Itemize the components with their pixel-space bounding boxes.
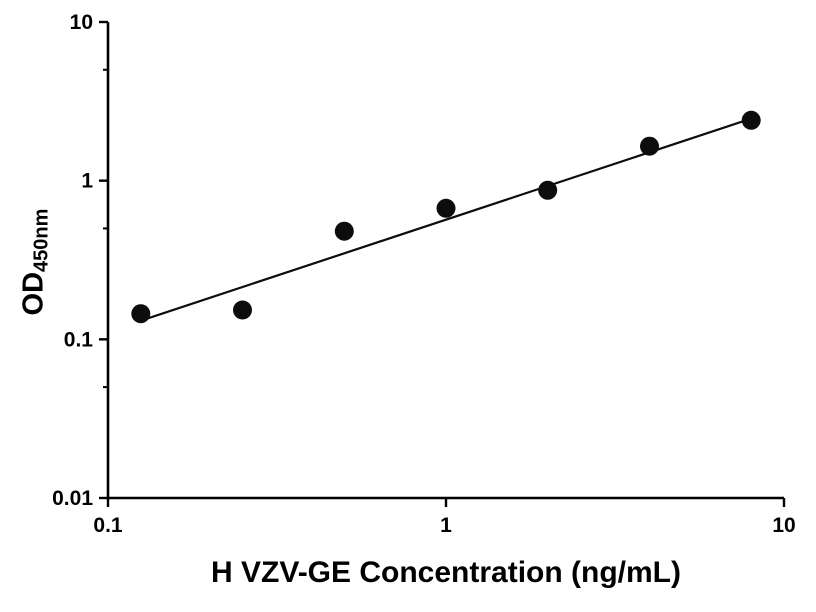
data-point (334, 221, 354, 241)
y-axis-title: OD450nm (17, 208, 53, 316)
data-point (131, 304, 151, 324)
y-tick-label: 10 (70, 11, 93, 34)
fit-line (140, 117, 752, 322)
y-tick-label: 0.1 (64, 328, 94, 351)
x-tick-label: 10 (772, 514, 795, 537)
y-tick-label: 1 (81, 170, 93, 193)
data-point (741, 110, 761, 130)
data-point (436, 198, 456, 218)
x-tick-label: 1 (440, 514, 452, 537)
data-point (538, 180, 558, 200)
data-point (640, 136, 659, 156)
y-tick-label: 0.01 (52, 487, 93, 510)
x-axis-title: H VZV-GE Concentration (ng/mL) (211, 556, 681, 589)
x-tick-label: 0.1 (93, 514, 123, 537)
data-point (233, 300, 252, 320)
y-axis-title-subscript: 450nm (30, 208, 53, 272)
y-axis-title-main: OD (17, 271, 50, 316)
